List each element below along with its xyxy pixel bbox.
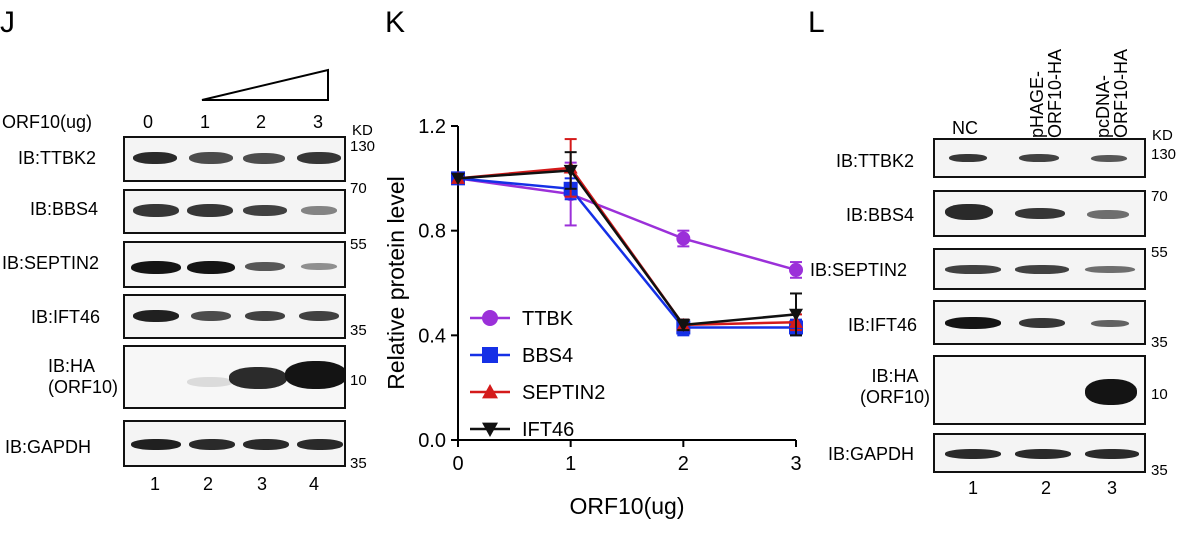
blot-septin2 xyxy=(933,248,1146,290)
blot-label: IB:TTBK2 xyxy=(18,148,97,168)
blot-label: IB:IFT46 xyxy=(31,307,101,327)
mw-marker: 55 xyxy=(350,236,367,253)
blot-label: IB:HA (ORF10) xyxy=(860,366,931,407)
mw-marker: 35 xyxy=(1151,462,1168,479)
y-tick-label: 0.8 xyxy=(418,221,446,243)
data-point-ift46 xyxy=(563,164,578,178)
lane-number: 3 xyxy=(257,474,268,494)
blot-gapdh xyxy=(123,420,346,467)
mw-marker: 130 xyxy=(350,138,376,155)
lane-number: 2 xyxy=(1041,478,1052,498)
mw-marker: 35 xyxy=(350,455,367,472)
x-tick-label: 1 xyxy=(565,453,576,475)
data-point-ift46 xyxy=(451,172,465,186)
series-line-ttbk xyxy=(457,177,797,272)
blot-label: IB:SEPTIN2 xyxy=(810,260,908,280)
lane-number: 4 xyxy=(309,474,320,494)
dose-label: 2 xyxy=(256,112,267,132)
y-axis-label: Relative protein level xyxy=(383,176,409,390)
blot-label: IB:TTBK2 xyxy=(836,151,915,171)
legend-marker xyxy=(482,384,498,399)
panel-label-k: K xyxy=(385,6,406,39)
x-tick-label: 3 xyxy=(790,453,801,475)
blot-label: IB:BBS4 xyxy=(846,205,915,225)
legend-label: SEPTIN2 xyxy=(522,382,605,404)
mw-marker: 35 xyxy=(1151,334,1168,351)
mw-marker: 70 xyxy=(1151,188,1168,205)
blot-ift46 xyxy=(933,300,1146,345)
mw-marker: 35 xyxy=(350,322,367,339)
kd-label: KD xyxy=(1152,127,1173,144)
dose-label: 3 xyxy=(313,112,324,132)
dose-label: 0 xyxy=(143,112,154,132)
data-point-ttbk xyxy=(789,262,803,277)
kd-label: KD xyxy=(352,122,373,139)
panel-label-l: L xyxy=(808,6,825,39)
legend-label: IFT46 xyxy=(522,419,574,441)
y-tick-label: 1.2 xyxy=(418,116,446,138)
data-point-ttbk xyxy=(676,231,691,246)
legend-marker xyxy=(482,422,498,437)
lane-number: 3 xyxy=(1107,478,1118,498)
dose-row-label: ORF10(ug) xyxy=(2,112,93,132)
blot-bbs4 xyxy=(123,189,346,234)
column-label: pHAGE- ORF10-HA xyxy=(1027,48,1065,138)
blot-ha-orf10 xyxy=(123,345,346,409)
x-tick-label: 0 xyxy=(452,453,463,475)
data-point-ift46 xyxy=(789,308,803,322)
data-point-ift46 xyxy=(676,319,691,332)
series-line-bbs4 xyxy=(457,177,796,329)
column-label: pcDNA- ORF10-HA xyxy=(1093,48,1131,138)
blot-label: IB:HA (ORF10) xyxy=(48,356,119,397)
blot-septin2 xyxy=(123,241,346,288)
column-label: NC xyxy=(952,118,978,138)
blot-ttbk2 xyxy=(123,136,346,182)
lane-number: 1 xyxy=(968,478,979,498)
dose-label: 1 xyxy=(200,112,211,132)
blot-label: IB:SEPTIN2 xyxy=(2,253,100,273)
blot-label: IB:GAPDH xyxy=(5,437,92,457)
legend-marker xyxy=(482,347,498,363)
mw-marker: 55 xyxy=(1151,244,1168,261)
blot-label: IB:GAPDH xyxy=(828,444,915,464)
blot-ttbk2 xyxy=(933,138,1146,178)
x-axis-label: ORF10(ug) xyxy=(569,493,684,519)
mw-marker: 10 xyxy=(1151,386,1168,403)
lane-number: 1 xyxy=(150,474,161,494)
blot-ift46 xyxy=(123,294,346,339)
mw-marker: 130 xyxy=(1151,146,1177,163)
blot-ha-orf10 xyxy=(933,355,1146,425)
dose-wedge xyxy=(201,68,329,101)
x-tick-label: 2 xyxy=(678,453,689,475)
blot-label: IB:BBS4 xyxy=(30,199,99,219)
blot-gapdh xyxy=(933,433,1146,473)
mw-marker: 10 xyxy=(350,372,367,389)
series-line-ift46 xyxy=(457,169,797,327)
y-tick-label: 0.0 xyxy=(418,430,446,452)
y-tick-label: 0.4 xyxy=(418,325,446,347)
legend-label: TTBK xyxy=(522,308,574,330)
legend-label: BBS4 xyxy=(522,345,573,367)
panel-label-j: J xyxy=(0,6,15,39)
legend-marker xyxy=(482,310,498,326)
blot-bbs4 xyxy=(933,190,1146,237)
mw-marker: 70 xyxy=(350,180,367,197)
blot-label: IB:IFT46 xyxy=(848,315,918,335)
lane-number: 2 xyxy=(203,474,214,494)
